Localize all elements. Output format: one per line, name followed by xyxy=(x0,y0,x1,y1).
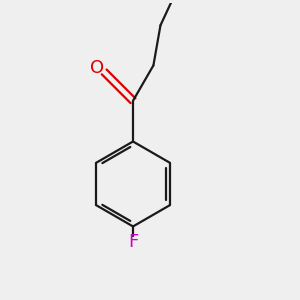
Text: O: O xyxy=(90,59,104,77)
Text: F: F xyxy=(128,233,138,251)
